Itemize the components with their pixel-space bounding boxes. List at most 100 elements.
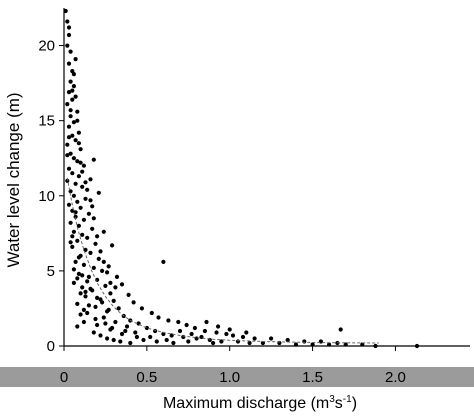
data-point <box>141 337 146 343</box>
data-point <box>244 330 249 335</box>
points-layer <box>63 8 420 349</box>
data-point <box>66 202 72 207</box>
data-point <box>118 339 123 344</box>
data-point <box>65 153 70 158</box>
data-point <box>93 304 98 309</box>
data-point <box>73 94 78 99</box>
data-point <box>70 133 75 138</box>
data-point <box>105 336 110 341</box>
data-point <box>113 319 118 325</box>
data-point <box>192 325 197 331</box>
data-point <box>68 108 73 113</box>
y-tick-label: 10 <box>38 188 55 205</box>
data-point <box>149 310 154 316</box>
data-point <box>93 241 98 246</box>
data-point <box>76 174 81 179</box>
data-point <box>219 339 224 344</box>
data-point <box>78 291 83 296</box>
data-point <box>230 333 236 338</box>
data-point <box>73 214 78 219</box>
data-point <box>83 196 88 201</box>
data-point <box>71 267 76 272</box>
data-point <box>71 84 76 89</box>
data-point <box>81 307 86 312</box>
data-point <box>204 319 209 325</box>
data-point <box>86 303 91 308</box>
data-point <box>108 291 113 296</box>
data-point <box>65 102 70 107</box>
data-point <box>86 274 91 279</box>
data-point <box>68 240 73 245</box>
data-point <box>80 273 85 278</box>
y-tick-label: 15 <box>38 113 55 130</box>
data-point <box>71 280 76 285</box>
data-point <box>111 298 116 303</box>
data-point <box>227 327 232 332</box>
data-point <box>78 160 83 165</box>
data-point <box>73 259 78 264</box>
data-point <box>139 306 144 311</box>
data-point <box>211 340 216 346</box>
data-point <box>75 238 80 243</box>
x-tick-label: 0 <box>60 369 68 386</box>
data-point <box>133 330 138 335</box>
data-point <box>65 142 70 147</box>
data-point <box>93 316 98 322</box>
data-point <box>96 256 101 261</box>
data-point <box>71 193 76 198</box>
data-point <box>113 285 118 290</box>
data-point <box>240 334 246 340</box>
data-point <box>100 300 105 305</box>
data-point <box>85 187 90 192</box>
x-tick-label: 1.5 <box>302 369 323 386</box>
data-point <box>91 216 96 221</box>
data-point <box>124 324 130 329</box>
data-point <box>95 322 100 328</box>
data-point <box>235 339 241 344</box>
data-point <box>134 334 139 340</box>
data-point <box>76 223 81 228</box>
data-point <box>338 327 343 332</box>
data-point <box>73 138 78 143</box>
data-point <box>66 61 72 66</box>
data-point <box>68 151 73 156</box>
data-point <box>70 88 75 93</box>
data-point <box>119 282 125 287</box>
data-point <box>110 243 115 248</box>
axis-band <box>0 367 474 387</box>
data-point <box>81 262 86 267</box>
data-point <box>101 259 106 264</box>
data-point <box>269 336 274 341</box>
data-point <box>111 337 116 343</box>
data-point <box>71 229 76 234</box>
data-point <box>103 321 108 326</box>
data-point <box>176 319 181 325</box>
data-point <box>148 334 153 340</box>
data-point <box>96 190 101 195</box>
data-point <box>76 130 81 135</box>
data-point <box>171 340 176 346</box>
data-point <box>85 279 90 284</box>
data-point <box>108 280 113 285</box>
data-point <box>103 283 108 288</box>
data-point <box>75 118 80 123</box>
data-point <box>75 109 80 114</box>
data-point <box>110 325 115 331</box>
data-point <box>98 249 103 254</box>
data-point <box>76 141 81 146</box>
data-point <box>184 322 189 328</box>
data-point <box>101 229 106 234</box>
data-point <box>63 8 68 14</box>
data-point <box>177 328 183 334</box>
data-point <box>75 159 80 164</box>
data-point <box>66 135 72 140</box>
data-point <box>65 178 70 183</box>
data-point <box>68 49 73 54</box>
y-axis-title: Water level change (m) <box>4 92 23 267</box>
data-point <box>116 306 121 311</box>
data-point <box>86 211 91 216</box>
data-point <box>189 331 194 337</box>
data-point <box>68 79 73 84</box>
data-point <box>78 205 83 210</box>
